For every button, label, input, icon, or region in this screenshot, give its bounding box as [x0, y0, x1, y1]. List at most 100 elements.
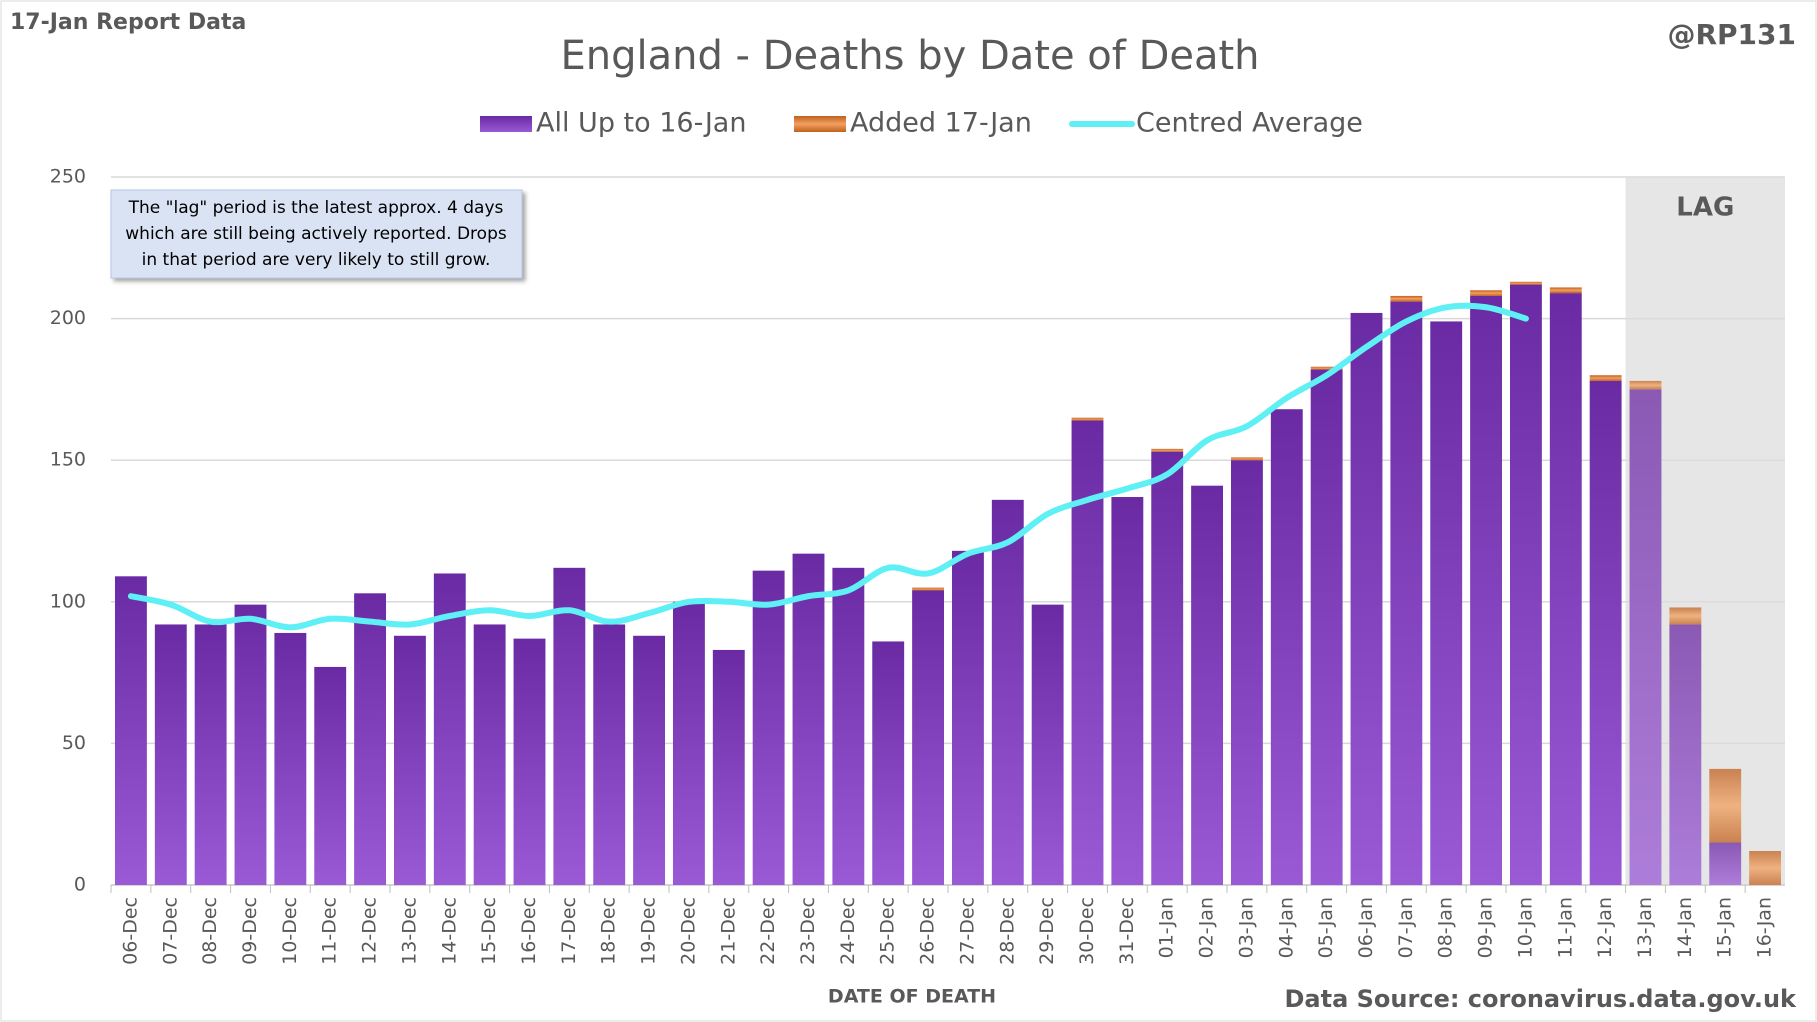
x-axis-title: DATE OF DEATH [828, 986, 996, 1008]
bar-segment [1669, 607, 1702, 625]
bar-segment [1549, 293, 1582, 885]
handle: @RP131 [1667, 18, 1796, 51]
x-tick-label: 23-Dec [797, 897, 819, 965]
x-tick-label: 12-Jan [1594, 897, 1616, 958]
bar-segment [1470, 295, 1503, 886]
x-tick-label: 24-Dec [837, 897, 859, 965]
x-tick-label: 08-Dec [199, 897, 221, 965]
y-tick-label: 0 [74, 874, 86, 896]
bar-segment [473, 624, 506, 885]
y-tick-label: 100 [50, 590, 86, 612]
bar-segment [752, 570, 785, 885]
x-tick-label: 31-Dec [1116, 897, 1138, 965]
bar-segment [1509, 284, 1542, 886]
y-tick-label: 50 [62, 732, 86, 754]
bar-segment [1589, 375, 1622, 381]
bar-segment [234, 604, 267, 885]
bar-segment [114, 576, 147, 885]
bar-segment [553, 567, 586, 885]
lag-label: LAG [1676, 193, 1734, 223]
bar-segment [1230, 460, 1263, 885]
x-tick-label: 10-Jan [1514, 897, 1536, 958]
x-tick-label: 09-Dec [239, 897, 261, 965]
bar-segment [1230, 457, 1263, 461]
bar-segment [1031, 604, 1064, 885]
y-tick-label: 200 [50, 307, 86, 329]
bar-segment [1709, 768, 1742, 843]
average-line [127, 302, 1529, 631]
bar-segment [912, 587, 945, 591]
x-tick-label: 08-Jan [1435, 897, 1457, 958]
x-tick-label: 06-Dec [119, 897, 141, 965]
legend-label: All Up to 16-Jan [536, 108, 746, 139]
bar-segment [832, 567, 865, 885]
x-tick-label: 27-Dec [956, 897, 978, 965]
x-tick-label: 09-Jan [1475, 897, 1497, 958]
y-tick-label: 150 [50, 449, 86, 471]
bar-segment [194, 624, 227, 885]
x-tick-label: 06-Jan [1355, 897, 1377, 958]
x-tick-label: 25-Dec [877, 897, 899, 965]
x-tick-label: 10-Dec [279, 897, 301, 965]
x-tick-label: 22-Dec [757, 897, 779, 965]
bar-segment [1589, 380, 1622, 885]
x-tick-label: 16-Dec [518, 897, 540, 965]
bar-segment [1191, 485, 1224, 885]
x-tick-label: 21-Dec [717, 897, 739, 965]
legend-swatch [794, 116, 846, 132]
bar-segment [672, 601, 705, 885]
annotation [110, 189, 523, 279]
bar-segment [712, 649, 745, 885]
legend-swatch [480, 116, 532, 132]
bar-segment [1709, 842, 1742, 885]
bar-segment [1151, 448, 1184, 452]
lag-veil [1625, 177, 1785, 885]
bar-segment [1629, 389, 1662, 885]
x-tick-label: 26-Dec [917, 897, 939, 965]
x-tick-label: 18-Dec [598, 897, 620, 965]
bar-segment [951, 550, 984, 885]
bar-segment [1270, 409, 1303, 885]
x-tick-label: 20-Dec [677, 897, 699, 965]
bar-segment [1470, 290, 1503, 296]
bar-segment [633, 635, 666, 885]
x-tick-label: 14-Jan [1674, 897, 1696, 958]
report-label: 17-Jan Report Data [10, 10, 246, 35]
bar-segment [1669, 624, 1702, 885]
bar-segment [274, 632, 307, 885]
bar-segment [154, 624, 187, 885]
legend-label: Centred Average [1136, 108, 1363, 139]
chart-title: England - Deaths by Date of Death [560, 33, 1259, 79]
x-tick-label: 14-Dec [438, 897, 460, 965]
x-tick-label: 17-Dec [558, 897, 580, 965]
annotation-line: which are still being actively reported.… [125, 224, 507, 244]
bar-segment [872, 641, 905, 885]
bar-segment [354, 593, 387, 885]
bar-segment [1390, 295, 1423, 302]
bar-segment [1629, 380, 1662, 390]
annotation-text: The "lag" period is the latest approx. 4… [125, 198, 507, 270]
bar-segment [593, 624, 626, 885]
x-tick-label: 05-Jan [1315, 897, 1337, 958]
legend: All Up to 16-Jan Added 17-Jan Centred Aver… [480, 108, 1363, 139]
bar-segment [1151, 451, 1184, 885]
bar-segment [393, 635, 426, 885]
overlay: LAG [127, 177, 1785, 885]
x-tick-label: 15-Jan [1714, 897, 1736, 958]
bar-segment [912, 590, 945, 885]
bar-segment [433, 573, 466, 885]
bar-segment [1390, 301, 1423, 885]
bar-segment [513, 638, 546, 885]
grid: 0 50 100 150 200 250 06-Dec 07-Dec 08-Dec 09-Dec 1… [50, 166, 1785, 965]
bar-segment [792, 553, 825, 885]
bar-segment [1509, 281, 1542, 285]
bar-segment [1071, 417, 1104, 421]
x-tick-label: 16-Jan [1754, 897, 1776, 958]
x-tick-label: 07-Jan [1395, 897, 1417, 958]
source: Data Source: coronavirus.data.gov.uk [1285, 985, 1798, 1013]
x-tick-label: 11-Dec [319, 897, 341, 965]
x-tick-label: 28-Dec [996, 897, 1018, 965]
x-tick-label: 01-Jan [1156, 897, 1178, 958]
